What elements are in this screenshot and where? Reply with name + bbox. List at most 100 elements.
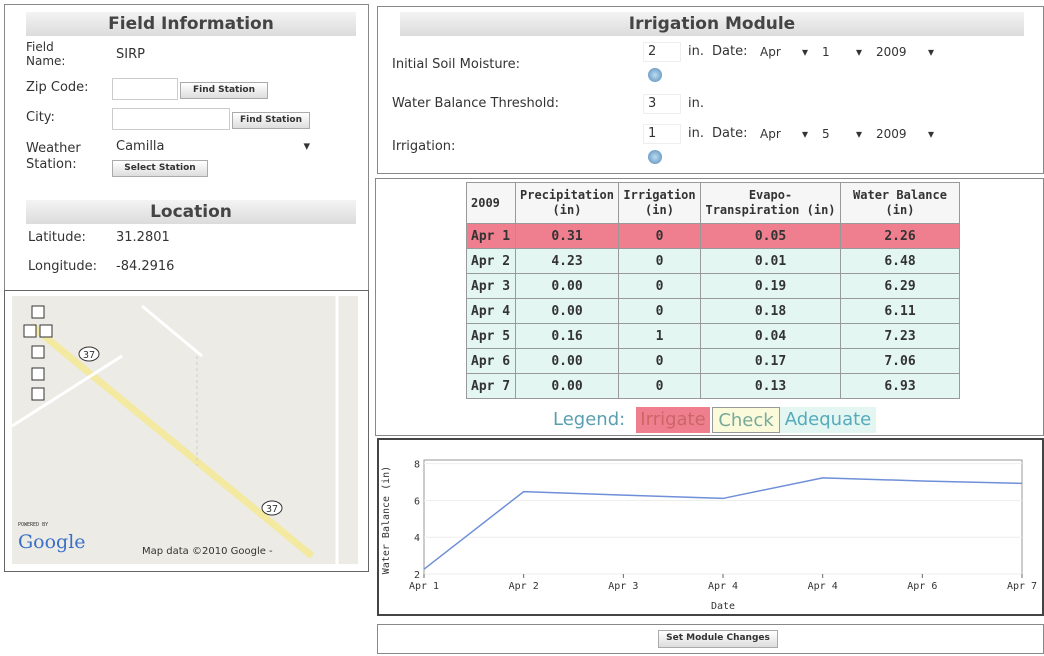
calendar-icon[interactable] [648, 150, 662, 164]
x-tick-label: Apr 4 [708, 581, 738, 592]
y-axis-label: Water Balance (in) [381, 466, 392, 574]
table-cell: 0.04 [701, 324, 841, 349]
label: Water Balance Threshold: [392, 96, 559, 111]
column-header: Precipitation (in) [516, 183, 619, 224]
day-select[interactable]: 1 [822, 45, 864, 59]
label: Latitude: [28, 230, 86, 245]
column-header: Irrigation (in) [619, 183, 701, 224]
day-select[interactable]: 5 [822, 127, 864, 141]
table-cell: 0.18 [701, 299, 841, 324]
map[interactable]: 37 37 POWERED BY Google Map data ©2010 G… [12, 296, 358, 564]
table-cell: 6.29 [841, 274, 960, 299]
calendar-icon[interactable] [648, 68, 662, 82]
section-title: Field Information [26, 12, 356, 36]
label: Date: [712, 126, 747, 141]
field-name: SIRP [116, 47, 145, 62]
zip-input[interactable] [112, 78, 178, 100]
latitude: 31.2801 [116, 230, 170, 245]
find-station-button[interactable]: Find Station [232, 112, 310, 129]
table-cell: 6.93 [841, 374, 960, 399]
table-cell: 0.13 [701, 374, 841, 399]
table-cell: 0.00 [516, 349, 619, 374]
table-cell: Apr 6 [467, 349, 516, 374]
label: Weather Station: [26, 141, 106, 173]
threshold-input[interactable]: 3 [643, 94, 681, 114]
y-tick-label: 8 [414, 460, 420, 471]
find-station-button[interactable]: Find Station [180, 82, 268, 99]
table-cell: 0.19 [701, 274, 841, 299]
x-tick-label: Apr 2 [509, 581, 539, 592]
irrigation-input[interactable]: 1 [643, 124, 681, 144]
route-label: 37 [266, 504, 278, 515]
label: Irrigation: [392, 139, 455, 154]
google-logo: Google [18, 531, 86, 553]
table-cell: 6.11 [841, 299, 960, 324]
label: Field Name: [26, 40, 86, 68]
table-cell: 0 [619, 349, 701, 374]
section-title: Irrigation Module [400, 12, 1024, 36]
label: Longitude: [28, 259, 97, 274]
table-cell: 0.17 [701, 349, 841, 374]
column-header: Evapo-Transpiration (in) [701, 183, 841, 224]
table-cell: 0 [619, 374, 701, 399]
table-cell: Apr 5 [467, 324, 516, 349]
label: Zip Code: [26, 80, 89, 95]
table-cell: 0 [619, 274, 701, 299]
table-row: Apr 30.0000.196.29 [467, 274, 960, 299]
table-cell: 0.00 [516, 374, 619, 399]
legend-irrigate: Irrigate [636, 407, 710, 433]
select-station-button[interactable]: Select Station [112, 160, 208, 177]
table-cell: 0.05 [701, 224, 841, 249]
year-select[interactable]: 2009 [876, 127, 936, 141]
powered-by: POWERED BY [18, 522, 48, 528]
table-cell: 2.26 [841, 224, 960, 249]
table-cell: Apr 3 [467, 274, 516, 299]
station-select[interactable]: Camilla [116, 139, 312, 154]
table-cell: 0.01 [701, 249, 841, 274]
table-cell: Apr 4 [467, 299, 516, 324]
month-select[interactable]: Apr [760, 45, 810, 59]
legend-check: Check [712, 407, 780, 433]
x-tick-label: Apr 6 [907, 581, 937, 592]
table-cell: Apr 7 [467, 374, 516, 399]
set-module-button[interactable]: Set Module Changes [658, 630, 778, 648]
legend-adequate: Adequate [780, 407, 876, 433]
plot-area [424, 460, 1022, 574]
x-tick-label: Apr 4 [808, 581, 838, 592]
city-input[interactable] [112, 108, 230, 130]
column-header: Water Balance (in) [841, 183, 960, 224]
table-cell: 4.23 [516, 249, 619, 274]
y-tick-label: 4 [414, 533, 420, 544]
legend-label: Legend: [553, 409, 625, 430]
year-select[interactable]: 2009 [876, 45, 936, 59]
map-background [12, 296, 358, 564]
month-select[interactable]: Apr [760, 127, 810, 141]
x-tick-label: Apr 7 [1007, 581, 1037, 592]
y-tick-label: 2 [414, 570, 420, 581]
table-cell: 0.00 [516, 299, 619, 324]
label: City: [26, 110, 55, 125]
table-cell: 7.06 [841, 349, 960, 374]
section-title: Location [26, 200, 356, 224]
table-cell: 0 [619, 224, 701, 249]
table-cell: 6.48 [841, 249, 960, 274]
unit: in. [688, 126, 704, 141]
table-cell: 7.23 [841, 324, 960, 349]
unit: in. [688, 44, 704, 59]
label: Initial Soil Moisture: [392, 57, 520, 72]
route-label: 37 [83, 350, 95, 361]
label: Date: [712, 44, 747, 59]
moisture-input[interactable]: 2 [643, 42, 681, 62]
x-tick-label: Apr 1 [409, 581, 439, 592]
longitude: -84.2916 [116, 259, 174, 274]
map-attribution: Map data ©2010 Google - [142, 546, 273, 557]
table-cell: 0 [619, 299, 701, 324]
unit: in. [688, 96, 704, 111]
